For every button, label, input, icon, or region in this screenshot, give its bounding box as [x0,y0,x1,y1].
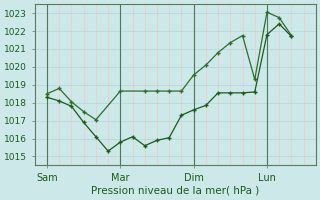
X-axis label: Pression niveau de la mer( hPa ): Pression niveau de la mer( hPa ) [91,186,260,196]
